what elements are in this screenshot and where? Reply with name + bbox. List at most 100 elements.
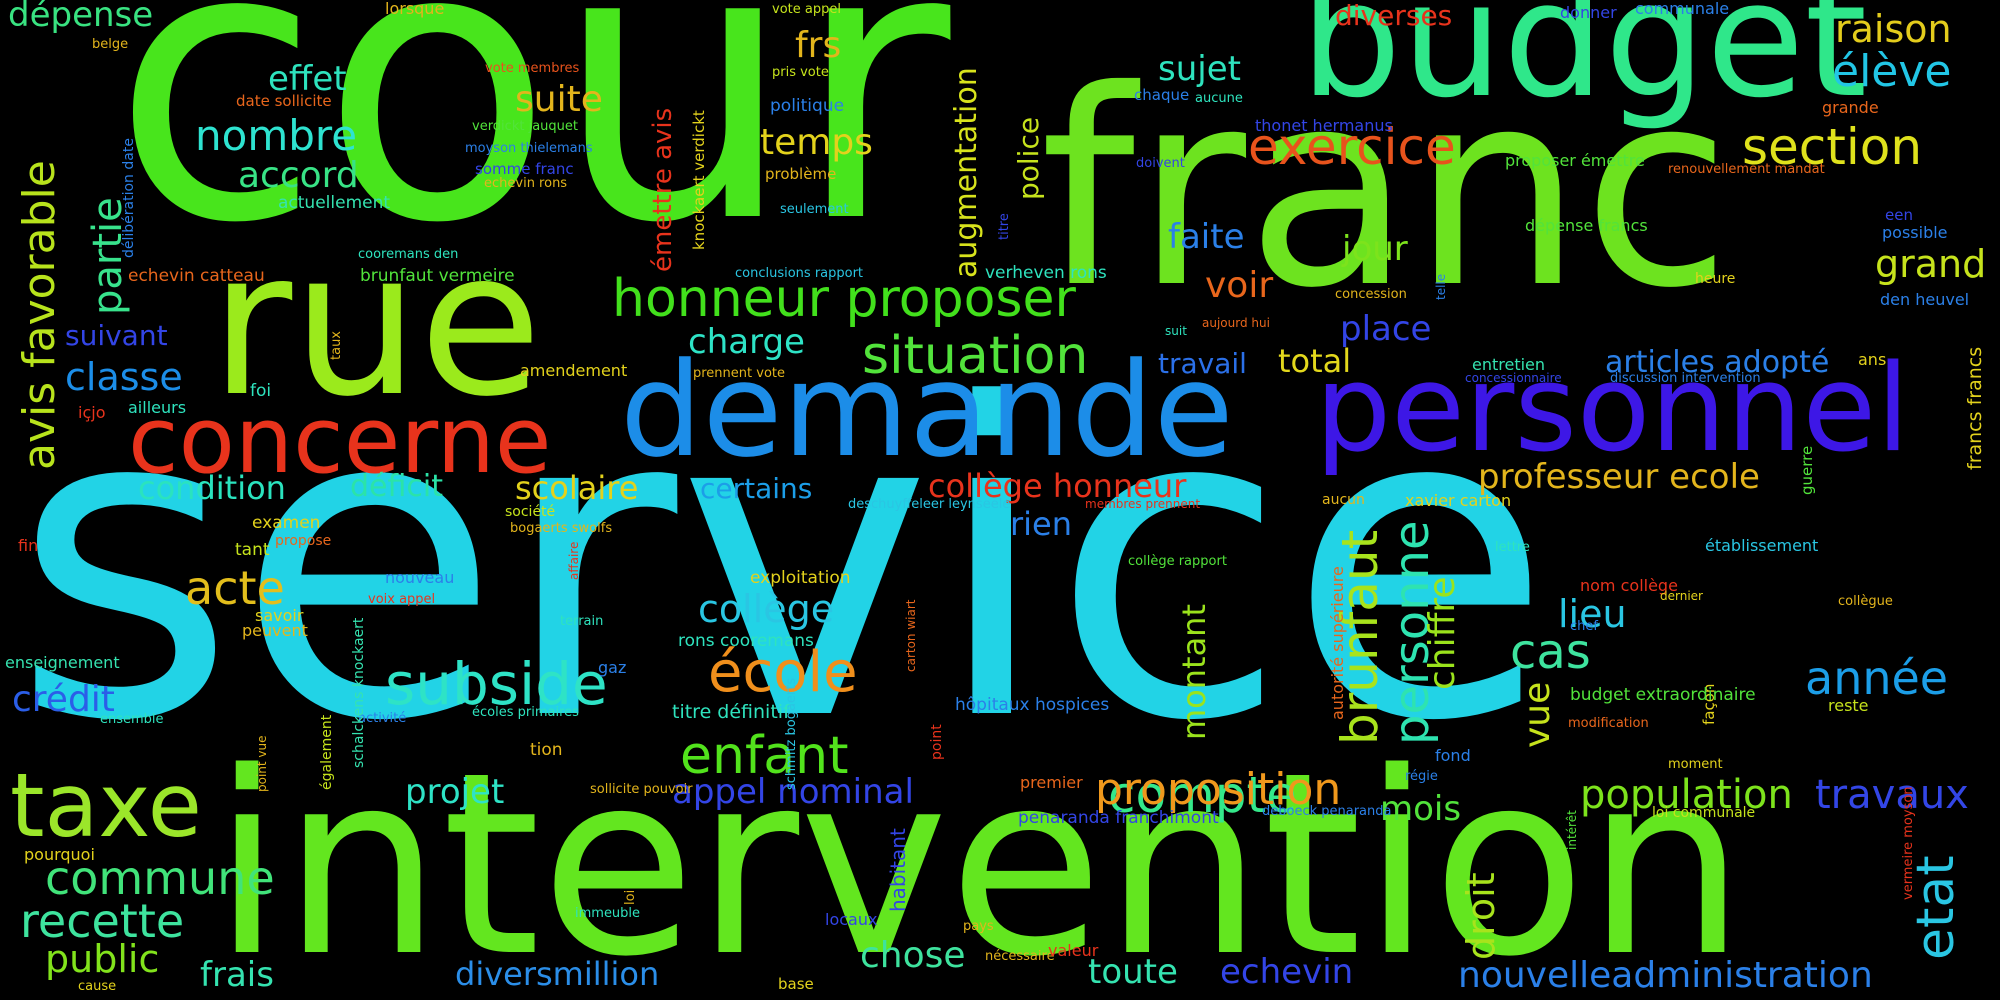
word: faite [1168, 217, 1245, 257]
word: collège rapport [1128, 554, 1227, 569]
word: projet [405, 772, 505, 812]
word: rien [1010, 505, 1073, 543]
word: valeur [1048, 941, 1099, 960]
word: guerre [1798, 445, 1816, 495]
word: aucun [1322, 492, 1365, 508]
word: ensemble [100, 712, 164, 727]
word: nouveau [385, 568, 455, 587]
word: demande [620, 334, 1234, 486]
word: premier [1020, 773, 1083, 792]
word: communale [1635, 0, 1730, 18]
word: pris vote [772, 65, 829, 80]
word: collègue [1838, 594, 1893, 609]
word: dépense [8, 0, 154, 35]
word: xavier carton [1405, 491, 1512, 510]
word: articles adopté [1605, 345, 1830, 380]
word: augmentation [949, 67, 984, 278]
word: grande [1822, 98, 1879, 117]
word: hôpitaux hospices [955, 695, 1110, 715]
word: nécessaire [985, 949, 1055, 964]
word: sollicite pouvoir [590, 782, 693, 797]
word: frais [200, 955, 274, 995]
word: possible [1882, 223, 1948, 242]
word: cooremans den [358, 247, 459, 262]
word: echevin [1220, 952, 1354, 992]
word: public [45, 937, 160, 981]
word: ailleurs [128, 398, 187, 417]
word: affaire [567, 541, 581, 580]
word: établissement [1705, 536, 1819, 555]
word: collège [698, 587, 835, 631]
word: pourquoi [24, 845, 95, 864]
word: cas [1510, 624, 1591, 680]
word: chose [860, 935, 966, 976]
word: renouvellement mandat [1668, 162, 1825, 177]
word: délibération date [121, 138, 137, 258]
word: lorsque [385, 0, 445, 18]
word: echevin rons [484, 176, 568, 191]
word: police [1012, 116, 1045, 200]
word: içjo [78, 403, 106, 422]
word: section [1742, 118, 1923, 176]
word: total [1278, 342, 1352, 380]
word: classe [65, 355, 183, 399]
word: reste [1828, 696, 1869, 715]
word: savoir [255, 606, 304, 625]
word: voir [1205, 265, 1274, 306]
word: autorité supérieure [1328, 566, 1347, 720]
word: point vue [255, 735, 269, 792]
word: gaz [598, 658, 627, 677]
word: professeur ecole [1478, 457, 1760, 497]
word: lieu [1558, 592, 1627, 636]
word: diversmillion [455, 955, 660, 993]
word: vote membres [485, 61, 580, 76]
word: concerne [128, 387, 552, 494]
word: cause [78, 979, 117, 994]
word: schalckens knockaert [351, 617, 367, 768]
word: amendement [520, 361, 628, 380]
word: personnel [1315, 340, 1910, 479]
word: den heuvel [1880, 290, 1970, 309]
word: taxe [10, 754, 202, 857]
word: certains [700, 472, 813, 505]
word: etat [1906, 855, 1966, 960]
word: chef [1570, 619, 1598, 634]
word: enfant [680, 726, 849, 786]
word: budget extraordinaire [1570, 685, 1756, 705]
word: echevin catteau [128, 266, 265, 286]
word: ans [1858, 350, 1887, 369]
word: moment [1668, 757, 1723, 772]
word: situation [862, 326, 1089, 386]
word: honneur proposer [612, 269, 1076, 329]
word: école [708, 640, 858, 705]
word: raison [1835, 7, 1952, 51]
word: service [12, 315, 1553, 815]
word: exercice [1248, 118, 1456, 176]
word: avis favorable [14, 160, 65, 470]
word: rons cooremans [678, 631, 814, 651]
word: nombre [195, 111, 358, 160]
word: schmitz bogaerts [784, 677, 799, 790]
word: telle [1434, 273, 1448, 300]
word: examen [252, 513, 321, 533]
word: seulement [780, 202, 849, 217]
word: cour [112, 0, 951, 306]
word: condition [138, 469, 286, 507]
word: base [778, 975, 814, 993]
word: élève [1832, 46, 1952, 97]
word: brunfaut vermeire [360, 266, 515, 286]
word: émettre avis [648, 107, 678, 272]
word: aujourd hui [1202, 316, 1270, 330]
word: discussion intervention [1610, 371, 1761, 386]
word: exploitation [750, 568, 851, 588]
word: locaux [825, 910, 878, 929]
word: modification [1568, 716, 1649, 731]
word: deschuyffeleer leynseele [848, 497, 1011, 512]
word: moyson thielemans [465, 141, 593, 156]
word: budget [1300, 0, 1868, 133]
word: een [1885, 206, 1913, 224]
word: immeuble [575, 906, 641, 921]
word: politique [770, 96, 845, 116]
word: proposer émettre [1505, 151, 1645, 170]
word: voix appel [368, 592, 436, 607]
